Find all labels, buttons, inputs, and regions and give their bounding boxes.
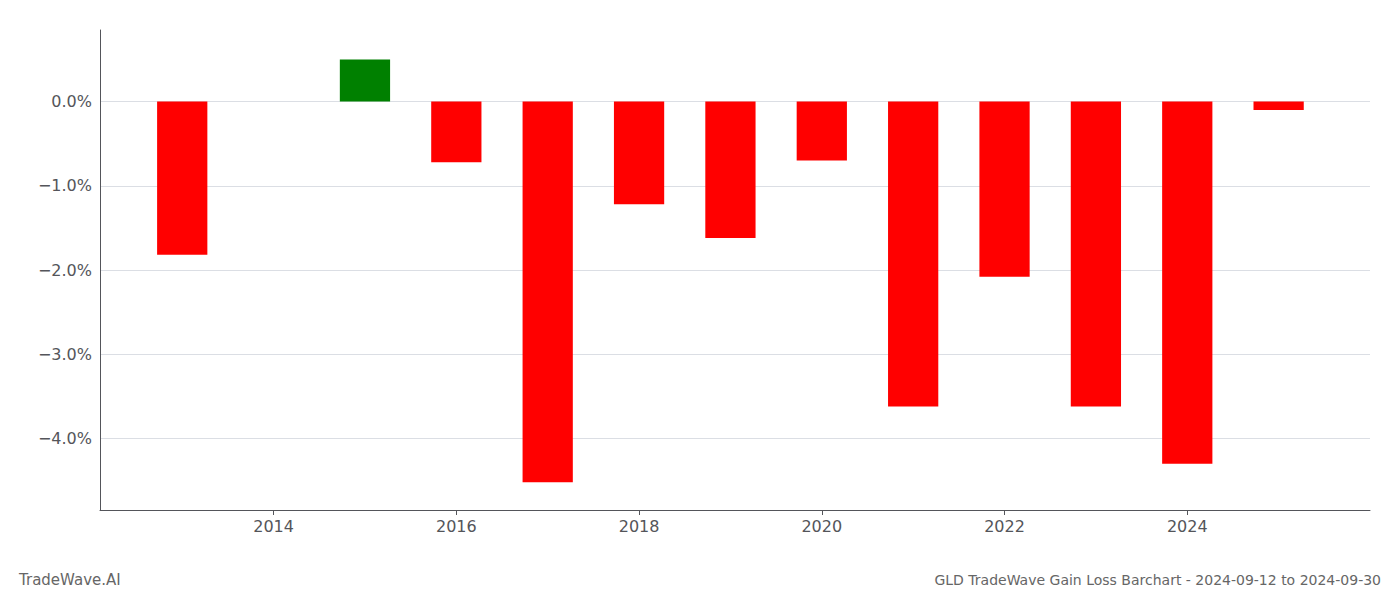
svg-text:2020: 2020 (801, 517, 842, 536)
svg-text:−2.0%: −2.0% (38, 261, 92, 280)
svg-text:−3.0%: −3.0% (38, 345, 92, 364)
svg-text:TradeWave.AI: TradeWave.AI (18, 571, 121, 589)
svg-text:−4.0%: −4.0% (38, 429, 92, 448)
svg-text:GLD TradeWave Gain Loss Barcha: GLD TradeWave Gain Loss Barchart - 2024-… (934, 572, 1381, 588)
svg-text:2022: 2022 (984, 517, 1025, 536)
svg-text:2014: 2014 (253, 517, 294, 536)
svg-text:2018: 2018 (619, 517, 660, 536)
svg-text:2024: 2024 (1167, 517, 1208, 536)
svg-text:0.0%: 0.0% (51, 92, 92, 111)
svg-text:−1.0%: −1.0% (38, 176, 92, 195)
svg-text:2016: 2016 (436, 517, 477, 536)
